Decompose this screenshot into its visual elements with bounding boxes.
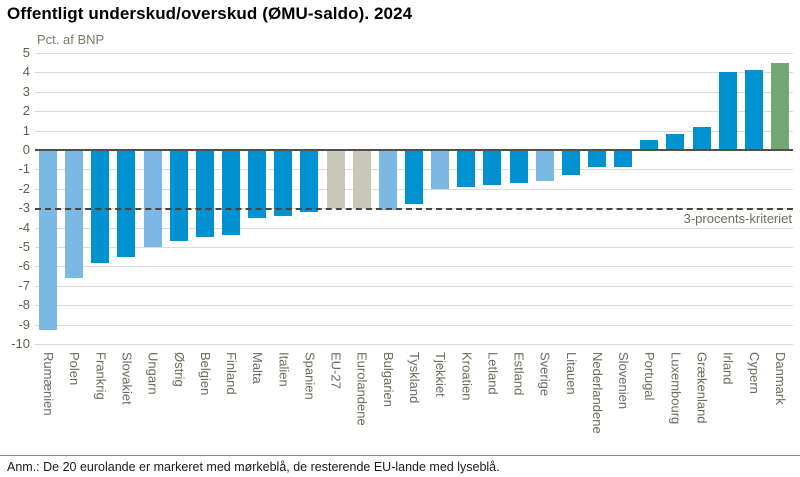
- x-axis-label: Cypern: [746, 352, 762, 394]
- x-axis-label: Bulgarien: [380, 352, 396, 407]
- x-axis-label: Nederlandene: [589, 352, 605, 434]
- x-axis-label: Slovakiet: [119, 352, 135, 405]
- x-axis-label: Grækenland: [694, 352, 710, 424]
- y-tick-label: 3: [22, 83, 30, 99]
- bar-estland: [509, 151, 528, 183]
- y-tick-label: -3: [18, 200, 30, 216]
- footer-divider: [0, 455, 800, 456]
- y-tick-label: -4: [18, 219, 30, 235]
- gridline: [35, 53, 793, 54]
- bar-chart: Offentligt underskud/overskud (ØMU-saldo…: [7, 4, 793, 434]
- bar-kroatien: [457, 151, 476, 187]
- gridline: [35, 344, 793, 345]
- x-axis-label: Tjekkiet: [433, 352, 449, 397]
- y-tick-label: 1: [22, 122, 30, 138]
- gridline: [35, 111, 793, 113]
- gridline: [35, 305, 793, 307]
- x-axis-label: EU-27: [328, 352, 344, 389]
- gridline: [35, 324, 793, 326]
- y-tick-label: -10: [11, 336, 30, 351]
- gridline: [35, 227, 793, 229]
- y-axis-unit-label: Pct. af BNP: [37, 32, 105, 47]
- x-axis-label: Malta: [250, 352, 266, 384]
- footer-note: Anm.: De 20 eurolande er markeret med mø…: [7, 460, 500, 474]
- x-axis-label: Portugal: [642, 352, 658, 401]
- x-axis-label: Polen: [67, 352, 83, 386]
- bar-irland: [718, 72, 737, 149]
- y-tick-label: -5: [18, 239, 30, 254]
- bar-luxembourg: [666, 134, 685, 149]
- bar-eurolandene: [352, 151, 371, 209]
- x-axis-label: Østrig: [171, 352, 187, 387]
- bar-nederlandene: [587, 151, 606, 168]
- bar-frankrig: [91, 151, 110, 263]
- bar-rum-nien: [39, 151, 58, 331]
- x-axis-label: Ungarn: [145, 352, 161, 395]
- bar-portugal: [640, 140, 659, 149]
- bar-belgien: [195, 151, 214, 238]
- x-axis-label: Luxembourg: [668, 352, 684, 425]
- y-tick-label: -9: [18, 316, 30, 332]
- y-tick-label: 0: [22, 142, 30, 157]
- plot-area: [35, 53, 793, 345]
- y-tick-label: -7: [18, 277, 30, 293]
- zero-line: [35, 149, 793, 151]
- y-tick-label: 5: [22, 45, 30, 60]
- bar-malta: [248, 151, 267, 218]
- x-axis-label: Irland: [720, 352, 736, 385]
- gridline: [35, 266, 793, 268]
- threshold-label: 3-procents-kriteriet: [683, 211, 792, 226]
- page-title: Offentligt underskud/overskud (ØMU-saldo…: [7, 4, 413, 23]
- bar-finland: [222, 151, 241, 236]
- x-axis-label: Letland: [485, 352, 501, 395]
- x-axis-label: Belgien: [197, 352, 213, 396]
- x-axis-label: Tyskland: [407, 352, 422, 404]
- x-axis-label: Danmark: [772, 352, 788, 405]
- gridline: [35, 130, 793, 132]
- bar-tyskland: [405, 151, 423, 205]
- y-tick-label: 4: [22, 64, 30, 80]
- x-axis-label: Slovenien: [616, 352, 632, 410]
- bar-gr-kenland: [692, 126, 711, 149]
- bar-cypern: [744, 70, 763, 149]
- gridline: [35, 247, 793, 248]
- bar-italien: [274, 151, 293, 216]
- y-tick-label: -8: [18, 297, 30, 313]
- bar--strig: [169, 151, 188, 242]
- x-axis-label: Finland: [224, 352, 240, 395]
- x-axis-label: Eurolandene: [354, 352, 370, 426]
- x-axis-label: Italien: [276, 352, 292, 387]
- gridline: [35, 91, 793, 93]
- bar-ungarn: [143, 151, 162, 247]
- bar-litauen: [561, 151, 580, 176]
- x-axis-label: Rumænien: [41, 352, 57, 416]
- x-axis-label: Frankrig: [93, 352, 109, 400]
- bar-slovenien: [614, 151, 633, 168]
- bar-bulgarien: [378, 151, 397, 211]
- bar-tjekkiet: [431, 151, 450, 189]
- bar-spanien: [300, 151, 319, 213]
- bar-danmark: [770, 62, 789, 149]
- gridline: [35, 72, 793, 74]
- x-axis-label: Kroatien: [459, 352, 475, 401]
- y-tick-label: -2: [18, 180, 30, 196]
- bar-sverige: [535, 151, 554, 182]
- y-tick-label: -1: [18, 161, 30, 177]
- x-axis-label: Spanien: [302, 352, 318, 400]
- y-tick-label: 2: [22, 103, 30, 119]
- gridline: [35, 285, 793, 287]
- y-tick-label: -6: [18, 258, 30, 274]
- x-axis-label: Estland: [511, 352, 527, 396]
- bar-polen: [65, 151, 84, 279]
- bar-slovakiet: [117, 151, 136, 257]
- x-axis-label: Litauen: [563, 352, 579, 395]
- bar-eu-27: [326, 151, 345, 209]
- threshold-line: [35, 208, 793, 211]
- bar-letland: [483, 151, 502, 185]
- x-axis-label: Sverige: [537, 352, 553, 397]
